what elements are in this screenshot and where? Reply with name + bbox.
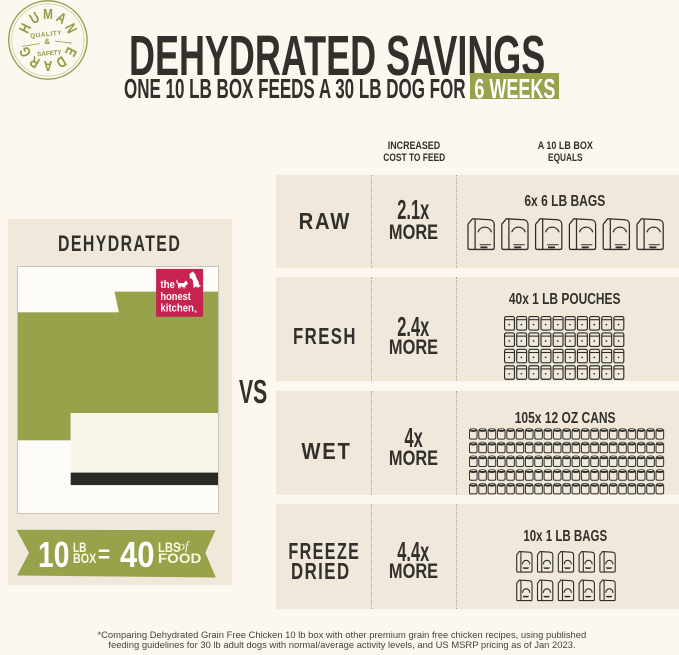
svg-text:G: G — [16, 44, 35, 60]
svg-text:M: M — [43, 6, 53, 23]
svg-text:&: & — [44, 37, 50, 46]
svg-text:A: A — [44, 57, 53, 74]
svg-text:SAFETY: SAFETY — [37, 49, 63, 58]
svg-text:QUALITY: QUALITY — [30, 29, 63, 40]
svg-text:N: N — [62, 21, 81, 36]
svg-text:honest: honest — [160, 291, 191, 303]
svg-text:®: ® — [194, 309, 197, 314]
svg-text:E: E — [62, 45, 80, 60]
svg-text:kitchen: kitchen — [160, 302, 193, 314]
svg-text:U: U — [27, 9, 43, 28]
svg-text:the: the — [160, 278, 175, 290]
